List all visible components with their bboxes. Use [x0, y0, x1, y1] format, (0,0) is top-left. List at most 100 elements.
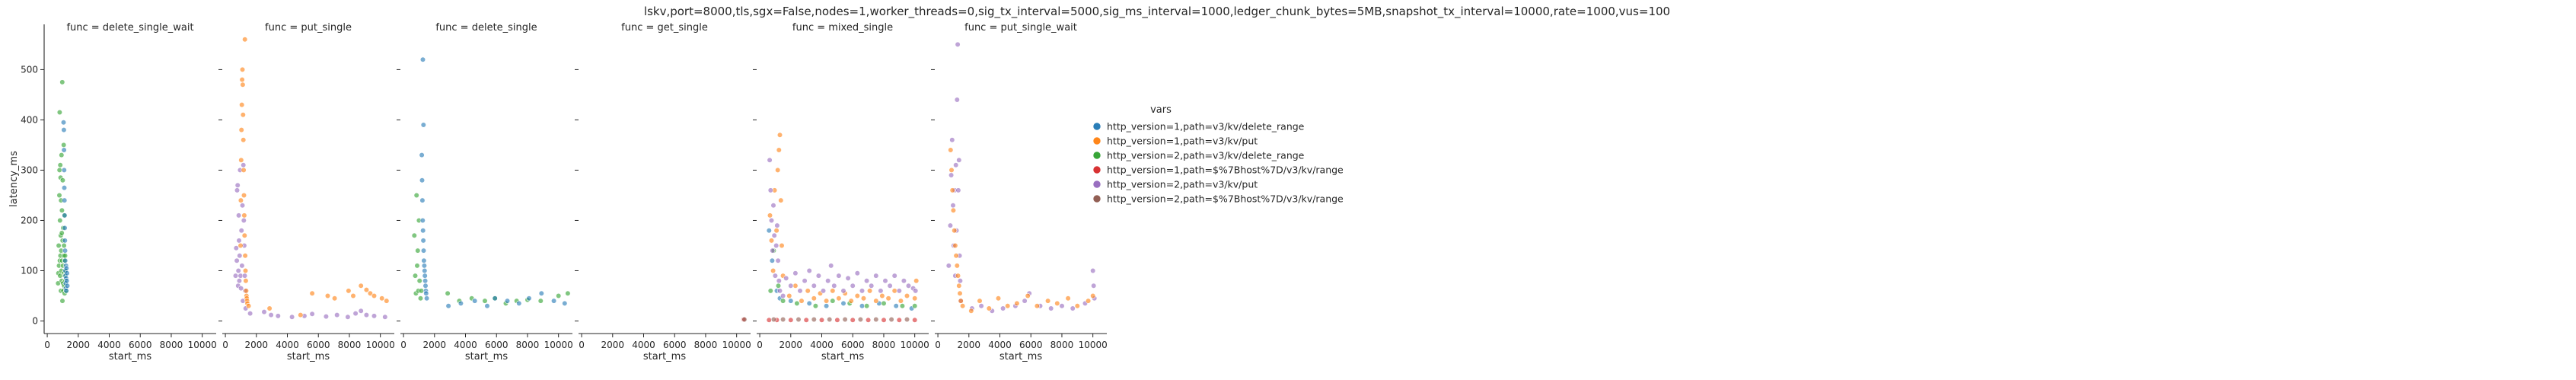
- data-point: [1065, 295, 1071, 302]
- data-point: [420, 238, 426, 244]
- x-tick-label: 0: [935, 340, 941, 350]
- x-tick-label: 10000: [722, 340, 751, 350]
- x-tick-label: 10000: [366, 340, 395, 350]
- data-point: [234, 257, 240, 263]
- data-point: [954, 263, 960, 269]
- data-point: [775, 257, 781, 263]
- x-tick-label: 6000: [129, 340, 152, 350]
- data-point: [887, 283, 893, 289]
- data-point: [241, 212, 247, 219]
- x-tick-label: 2000: [779, 340, 803, 350]
- legend-label: http_version=2,path=v3/kv/delete_range: [1107, 150, 1305, 161]
- data-point: [413, 192, 419, 199]
- legend-item: http_version=2,path=$%7Bhost%7D/v3/kv/ra…: [1092, 193, 1344, 205]
- data-point: [234, 187, 241, 193]
- legend-marker: [1092, 165, 1101, 174]
- points: [766, 132, 920, 323]
- panel-5: func = put_single_wait 0 2000 4000 6000 8000 1…: [931, 22, 1108, 362]
- data-point: [1048, 305, 1054, 311]
- data-point: [63, 265, 69, 271]
- data-point: [803, 317, 809, 323]
- data-point: [1090, 292, 1096, 299]
- data-point: [958, 298, 964, 304]
- data-point: [243, 278, 249, 284]
- data-point: [945, 263, 952, 269]
- data-point: [411, 232, 417, 238]
- y-tick-label: 500: [21, 64, 38, 75]
- data-point: [986, 305, 992, 311]
- data-point: [238, 157, 244, 163]
- data-point: [239, 102, 245, 108]
- data-point: [741, 316, 748, 323]
- data-point: [836, 273, 842, 279]
- data-point: [899, 303, 905, 309]
- data-point: [61, 167, 67, 173]
- data-point: [346, 288, 352, 294]
- data-point: [562, 300, 568, 307]
- data-point: [1025, 292, 1031, 299]
- data-point: [802, 278, 808, 284]
- data-point: [873, 316, 879, 323]
- x-tick-label: 8000: [160, 340, 183, 350]
- data-point: [298, 312, 304, 318]
- data-point: [845, 275, 851, 282]
- data-point: [352, 311, 359, 317]
- x-tick-label: 0: [44, 340, 50, 350]
- data-point: [783, 275, 789, 282]
- data-point: [850, 317, 856, 323]
- data-point: [799, 298, 805, 304]
- data-point: [1070, 305, 1076, 311]
- data-point: [815, 273, 821, 279]
- x-tick-label: 6000: [307, 340, 330, 350]
- data-point: [241, 192, 247, 199]
- data-point: [240, 81, 246, 88]
- data-point: [891, 273, 897, 279]
- data-point: [1034, 303, 1040, 309]
- data-point: [358, 308, 364, 314]
- data-point: [484, 303, 490, 309]
- data-point: [766, 228, 772, 234]
- data-point: [56, 109, 62, 116]
- data-point: [324, 292, 331, 299]
- x-axis-label: start_ms: [643, 351, 686, 362]
- data-point: [238, 127, 244, 133]
- x-tick-label: 2000: [958, 340, 981, 350]
- data-point: [775, 167, 781, 173]
- x-tick-label: 4000: [276, 340, 299, 350]
- data-point: [62, 257, 69, 263]
- x-tick-label: 2000: [67, 340, 91, 350]
- data-point: [59, 79, 65, 85]
- data-point: [242, 267, 249, 274]
- data-point: [422, 273, 428, 279]
- data-point: [61, 185, 68, 191]
- data-point: [776, 278, 782, 284]
- data-point: [788, 298, 794, 304]
- x-tick-label: 10000: [544, 340, 573, 350]
- data-point: [854, 270, 860, 276]
- data-point: [881, 317, 887, 323]
- x-tick-label: 8000: [516, 340, 540, 350]
- data-point: [893, 303, 899, 309]
- x-tick-label: 6000: [485, 340, 509, 350]
- data-point: [384, 298, 390, 304]
- data-point: [62, 238, 68, 244]
- data-point: [778, 197, 784, 203]
- data-point: [805, 288, 811, 294]
- legend-marker: [1092, 151, 1101, 160]
- data-point: [823, 303, 830, 309]
- data-point: [779, 242, 785, 249]
- data-point: [770, 267, 776, 274]
- data-point: [842, 316, 848, 323]
- data-point: [888, 316, 894, 323]
- data-point: [860, 295, 867, 302]
- data-point: [239, 203, 246, 209]
- data-point: [422, 267, 428, 274]
- legend-marker: [1092, 194, 1101, 203]
- data-point: [828, 263, 834, 269]
- data-point: [771, 232, 777, 238]
- data-point: [415, 247, 421, 254]
- panel-title: func = delete_single: [435, 22, 537, 34]
- legend-item: http_version=1,path=v3/kv/put: [1092, 136, 1258, 147]
